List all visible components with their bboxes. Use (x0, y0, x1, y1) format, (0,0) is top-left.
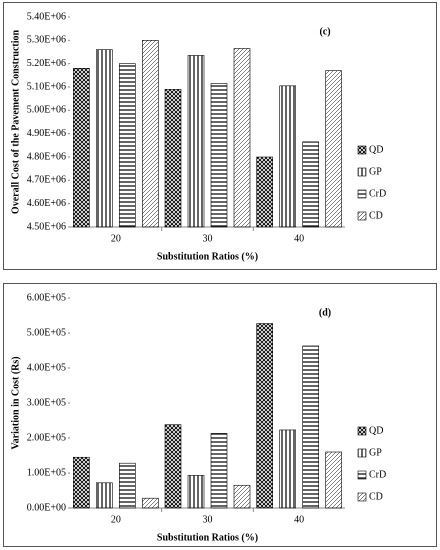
y-tick-label: 5.30E+06 (27, 35, 66, 46)
bar (233, 484, 251, 509)
bar (73, 68, 90, 228)
chart-frame (3, 2, 437, 270)
y-tick-label: 6.00E+05 (27, 292, 66, 303)
bar (73, 456, 90, 509)
bar (164, 89, 182, 228)
y-tick-label: 5.20E+06 (27, 58, 66, 69)
legend-swatch (357, 167, 367, 177)
legend-label: GP (369, 447, 382, 458)
legend-label: CrD (369, 469, 386, 480)
bar (187, 475, 205, 509)
bar (119, 462, 136, 509)
bar (279, 429, 296, 509)
bar (325, 451, 342, 509)
x-tick-label: 30 (203, 514, 213, 525)
bar (302, 141, 319, 228)
legend-swatch (357, 211, 367, 221)
y-tick-label: 2.00E+05 (27, 432, 66, 443)
legend-label: QD (369, 144, 383, 155)
bar (142, 497, 159, 509)
x-tick-label: 20 (111, 233, 121, 244)
bar (119, 63, 136, 228)
legend-label: CD (369, 491, 383, 502)
x-tick-label: 30 (203, 233, 213, 244)
bar (187, 55, 205, 228)
chart-frame (3, 283, 437, 547)
y-tick-label: 4.60E+06 (27, 198, 66, 209)
legend-label: CrD (369, 188, 386, 199)
bar (302, 345, 319, 509)
legend-swatch (357, 448, 367, 458)
x-tick-label: 40 (294, 233, 304, 244)
x-axis-label: Substitution Ratios (%) (157, 532, 258, 543)
bar (210, 83, 228, 228)
bar (256, 323, 273, 509)
y-tick-label: 4.70E+06 (27, 175, 66, 186)
y-tick-label: 0.00E+00 (27, 502, 66, 513)
y-tick-label: 4.90E+06 (27, 128, 66, 139)
x-tick-label: 40 (294, 514, 304, 525)
bar (96, 49, 113, 228)
annotation: (c) (319, 26, 330, 37)
bar (210, 433, 228, 509)
y-tick-label: 4.00E+05 (27, 362, 66, 373)
legend-swatch (357, 426, 367, 436)
x-tick-label: 20 (111, 514, 121, 525)
bar (96, 482, 113, 509)
legend-swatch (357, 470, 367, 480)
y-tick-label: 5.40E+06 (27, 11, 66, 22)
y-tick-label: 3.00E+05 (27, 397, 66, 408)
bar (279, 85, 296, 228)
bar (256, 156, 273, 228)
bar (164, 424, 182, 509)
y-axis-label: Overall Cost of the Pavement Constructio… (10, 29, 21, 214)
bar (325, 70, 342, 228)
bar (233, 48, 251, 228)
legend-label: QD (369, 425, 383, 436)
legend-swatch (357, 189, 367, 199)
legend-label: GP (369, 166, 382, 177)
legend-swatch (357, 145, 367, 155)
y-tick-label: 5.10E+06 (27, 81, 66, 92)
y-axis-label: Variation in Cost (Rs) (10, 356, 21, 449)
annotation: (d) (319, 307, 331, 318)
legend-label: CD (369, 210, 383, 221)
y-tick-label: 4.80E+06 (27, 151, 66, 162)
x-axis-label: Substitution Ratios (%) (157, 251, 258, 262)
bar (142, 40, 159, 228)
y-tick-label: 5.00E+05 (27, 327, 66, 338)
y-tick-label: 1.00E+05 (27, 467, 66, 478)
y-tick-label: 4.50E+06 (27, 221, 66, 232)
y-tick-label: 5.00E+06 (27, 105, 66, 116)
legend-swatch (357, 492, 367, 502)
